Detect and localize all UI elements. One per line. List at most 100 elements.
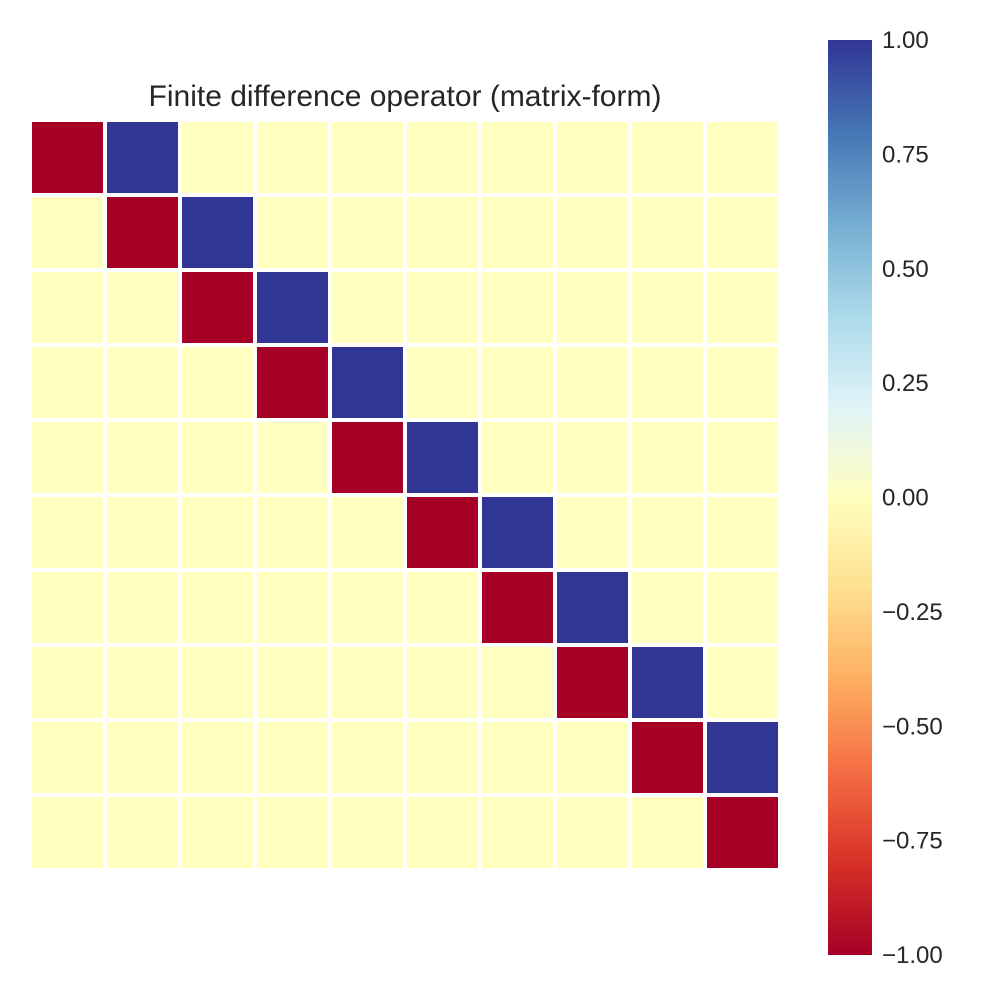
heatmap-cells	[28, 118, 782, 872]
heatmap-cell-r0-c4	[328, 118, 407, 197]
heatmap-cell-r0-c1	[103, 118, 182, 197]
heatmap-cell-r8-c8	[628, 718, 707, 797]
heatmap-cell-r9-c8	[628, 793, 707, 872]
heatmap-cell-r9-c0	[28, 793, 107, 872]
colorbar-tick-label: 0.25	[882, 370, 929, 397]
heatmap-cell-r7-c0	[28, 643, 107, 722]
heatmap-cell-r7-c6	[478, 643, 557, 722]
heatmap-cell-r1-c9	[703, 193, 782, 272]
colorbar-tick-label: −0.50	[882, 713, 943, 740]
heatmap-cell-r7-c3	[253, 643, 332, 722]
heatmap-cell-r2-c5	[403, 268, 482, 347]
heatmap-cell-r8-c6	[478, 718, 557, 797]
heatmap-cell-r8-c4	[328, 718, 407, 797]
heatmap-cell-r9-c3	[253, 793, 332, 872]
heatmap-cell-r7-c5	[403, 643, 482, 722]
colorbar-tick-label: 0.75	[882, 141, 929, 168]
heatmap-cell-r3-c7	[553, 343, 632, 422]
heatmap-cell-r4-c6	[478, 418, 557, 497]
heatmap-cell-r7-c4	[328, 643, 407, 722]
heatmap-cell-r9-c5	[403, 793, 482, 872]
heatmap-cell-r5-c4	[328, 493, 407, 572]
heatmap-cell-r1-c5	[403, 193, 482, 272]
heatmap-cell-r4-c7	[553, 418, 632, 497]
heatmap-cell-r5-c1	[103, 493, 182, 572]
heatmap-cell-r0-c0	[28, 118, 107, 197]
heatmap-cell-r1-c1	[103, 193, 182, 272]
heatmap-cell-r2-c7	[553, 268, 632, 347]
heatmap-cell-r8-c1	[103, 718, 182, 797]
heatmap-cell-r7-c9	[703, 643, 782, 722]
heatmap-cell-r6-c5	[403, 568, 482, 647]
heatmap-cell-r0-c9	[703, 118, 782, 197]
heatmap-cell-r4-c3	[253, 418, 332, 497]
chart-title: Finite difference operator (matrix-form)	[149, 80, 662, 113]
heatmap-cell-r4-c8	[628, 418, 707, 497]
heatmap-cell-r1-c3	[253, 193, 332, 272]
heatmap-cell-r7-c2	[178, 643, 257, 722]
heatmap-cell-r6-c0	[28, 568, 107, 647]
colorbar-ticks: 1.00 0.75 0.50 0.25 0.00 −0.25 −0.50 −0.75 −1.00	[882, 27, 943, 969]
heatmap-cell-r0-c3	[253, 118, 332, 197]
colorbar-tick-label: 0.00	[882, 485, 929, 512]
heatmap-cell-r2-c4	[328, 268, 407, 347]
heatmap-cell-r6-c2	[178, 568, 257, 647]
heatmap-cell-r2-c0	[28, 268, 107, 347]
heatmap-cell-r2-c3	[253, 268, 332, 347]
colorbar-gradient-bar	[828, 40, 872, 955]
heatmap-cell-r2-c8	[628, 268, 707, 347]
heatmap-cell-r9-c4	[328, 793, 407, 872]
heatmap-cell-r5-c3	[253, 493, 332, 572]
heatmap-cell-r7-c7	[553, 643, 632, 722]
heatmap-cell-r1-c8	[628, 193, 707, 272]
heatmap-cell-r3-c6	[478, 343, 557, 422]
heatmap-cell-r1-c4	[328, 193, 407, 272]
colorbar-tick-label: −0.25	[882, 599, 943, 626]
heatmap-cell-r9-c7	[553, 793, 632, 872]
heatmap-cell-r8-c3	[253, 718, 332, 797]
heatmap-cell-r1-c7	[553, 193, 632, 272]
heatmap-cell-r2-c9	[703, 268, 782, 347]
heatmap-cell-r2-c6	[478, 268, 557, 347]
heatmap-cell-r3-c8	[628, 343, 707, 422]
heatmap-cell-r6-c4	[328, 568, 407, 647]
heatmap-cell-r8-c7	[553, 718, 632, 797]
heatmap-cell-r3-c9	[703, 343, 782, 422]
heatmap-cell-r1-c2	[178, 193, 257, 272]
colorbar-tick-label: −1.00	[882, 942, 943, 969]
heatmap-cell-r9-c1	[103, 793, 182, 872]
heatmap-cell-r1-c0	[28, 193, 107, 272]
heatmap-cell-r3-c1	[103, 343, 182, 422]
colorbar-tick-label: 0.50	[882, 256, 929, 283]
heatmap-cell-r2-c1	[103, 268, 182, 347]
heatmap-cell-r3-c0	[28, 343, 107, 422]
heatmap-cell-r9-c6	[478, 793, 557, 872]
heatmap-cell-r0-c7	[553, 118, 632, 197]
colorbar-tick-label: 1.00	[882, 27, 929, 54]
colorbar-tick-label: −0.75	[882, 828, 943, 855]
heatmap-cell-r5-c0	[28, 493, 107, 572]
colorbar: 1.00 0.75 0.50 0.25 0.00 −0.25 −0.50 −0.75 −1.00	[828, 27, 943, 969]
heatmap-cell-r6-c3	[253, 568, 332, 647]
heatmap-cell-r7-c8	[628, 643, 707, 722]
heatmap-cell-r8-c5	[403, 718, 482, 797]
heatmap-cell-r8-c2	[178, 718, 257, 797]
heatmap-cell-r6-c9	[703, 568, 782, 647]
heatmap-cell-r0-c5	[403, 118, 482, 197]
heatmap-cell-r4-c1	[103, 418, 182, 497]
heatmap-cell-r5-c8	[628, 493, 707, 572]
heatmap-cell-r6-c8	[628, 568, 707, 647]
heatmap-cell-r0-c2	[178, 118, 257, 197]
heatmap-cell-r3-c4	[328, 343, 407, 422]
heatmap-cell-r4-c2	[178, 418, 257, 497]
heatmap-cell-r6-c1	[103, 568, 182, 647]
heatmap-cell-r4-c0	[28, 418, 107, 497]
heatmap-cell-r5-c2	[178, 493, 257, 572]
heatmap-cell-r5-c6	[478, 493, 557, 572]
heatmap-cell-r4-c4	[328, 418, 407, 497]
heatmap-cell-r0-c8	[628, 118, 707, 197]
heatmap-cell-r9-c9	[703, 793, 782, 872]
heatmap-cell-r8-c9	[703, 718, 782, 797]
heatmap-cell-r3-c3	[253, 343, 332, 422]
